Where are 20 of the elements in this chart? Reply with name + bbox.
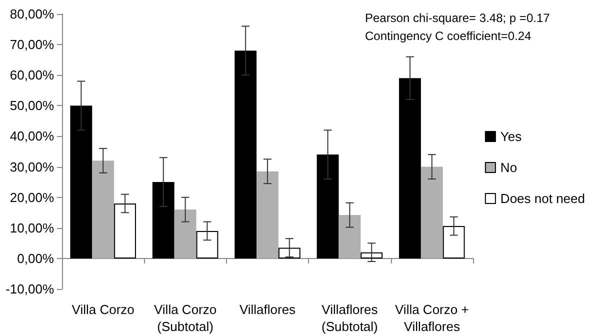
y-tick-label: 10,00%: [10, 220, 54, 236]
y-tick-label: 0,00%: [17, 250, 54, 266]
y-tick-label: 70,00%: [10, 37, 54, 52]
x-tick-label: Villa Corzo: [72, 302, 134, 317]
y-tick-label: 60,00%: [10, 68, 54, 83]
y-tick-label: 40,00%: [10, 128, 54, 144]
y-tick-label: -10,00%: [6, 282, 54, 296]
x-tick-label: Villa Corzo (Subtotal): [154, 302, 217, 334]
legend-label: Yes: [500, 129, 522, 144]
legend-label: Does not need: [500, 191, 586, 206]
y-tick-label: 20,00%: [10, 190, 54, 205]
annotation: Pearson chi-square= 3.48; p =0.17: [365, 11, 550, 25]
y-tick-label: 30,00%: [10, 159, 54, 174]
x-tick-label: Villa Corzo + Villaflores: [394, 302, 469, 334]
legend-label: No: [500, 160, 518, 175]
annotation: Contingency C coefficient=0.24: [365, 29, 532, 43]
x-tick-label: Villaflores: [239, 302, 296, 317]
y-tick-label: 80,00%: [10, 6, 54, 22]
x-tick-label: Villaflores (Subtotal): [322, 302, 378, 334]
y-tick-label: 50,00%: [10, 98, 54, 114]
